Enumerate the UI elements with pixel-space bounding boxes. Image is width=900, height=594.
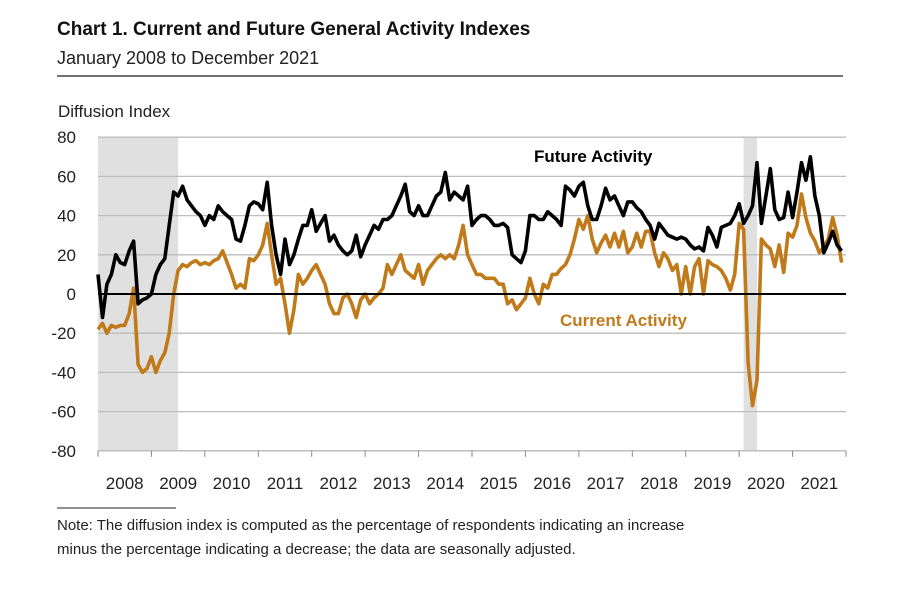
x-tick-label: 2016 xyxy=(533,474,571,493)
y-tick-label: -60 xyxy=(51,403,76,422)
y-tick-label: -80 xyxy=(51,442,76,461)
y-tick-label: -20 xyxy=(51,324,76,343)
series-lines xyxy=(96,155,847,408)
y-axis-title: Diffusion Index xyxy=(58,102,171,121)
chart-title: Chart 1. Current and Future General Acti… xyxy=(57,19,530,40)
y-tick-label: -40 xyxy=(51,363,76,382)
x-tick-label: 2019 xyxy=(694,474,732,493)
chart-subtitle: January 2008 to December 2021 xyxy=(57,48,319,68)
series-future-activity xyxy=(96,155,844,320)
y-tick-label: 60 xyxy=(57,167,76,186)
x-tick-label: 2015 xyxy=(480,474,518,493)
series-current-activity xyxy=(96,192,844,408)
y-tick-label: 0 xyxy=(67,285,76,304)
x-tick-label: 2013 xyxy=(373,474,411,493)
y-axis-ticks: 80 60 40 20 0 -20 -40 -60 -80 xyxy=(51,128,76,461)
y-tick-label: 20 xyxy=(57,246,76,265)
x-tick-label: 2008 xyxy=(106,474,144,493)
x-tick-label: 2018 xyxy=(640,474,678,493)
x-tick-label: 2012 xyxy=(320,474,358,493)
note-line-1: Note: The diffusion index is computed as… xyxy=(57,517,684,534)
x-tick-label: 2021 xyxy=(800,474,838,493)
x-tick-label: 2014 xyxy=(426,474,464,493)
label-current-activity: Current Activity xyxy=(560,311,687,330)
x-tick-label: 2017 xyxy=(587,474,625,493)
x-tick-label: 2020 xyxy=(747,474,785,493)
x-tick-label: 2010 xyxy=(213,474,251,493)
label-future-activity: Future Activity xyxy=(534,147,653,166)
x-axis: 2008 2009 2010 2011 2012 2013 2014 2015 2016 2017… xyxy=(97,450,847,493)
y-tick-label: 40 xyxy=(57,207,76,226)
x-tick-label: 2011 xyxy=(267,474,304,493)
note-line-2: minus the percentage indicating a decrea… xyxy=(57,541,576,558)
x-tick-label: 2009 xyxy=(159,474,197,493)
y-tick-label: 80 xyxy=(57,128,76,147)
